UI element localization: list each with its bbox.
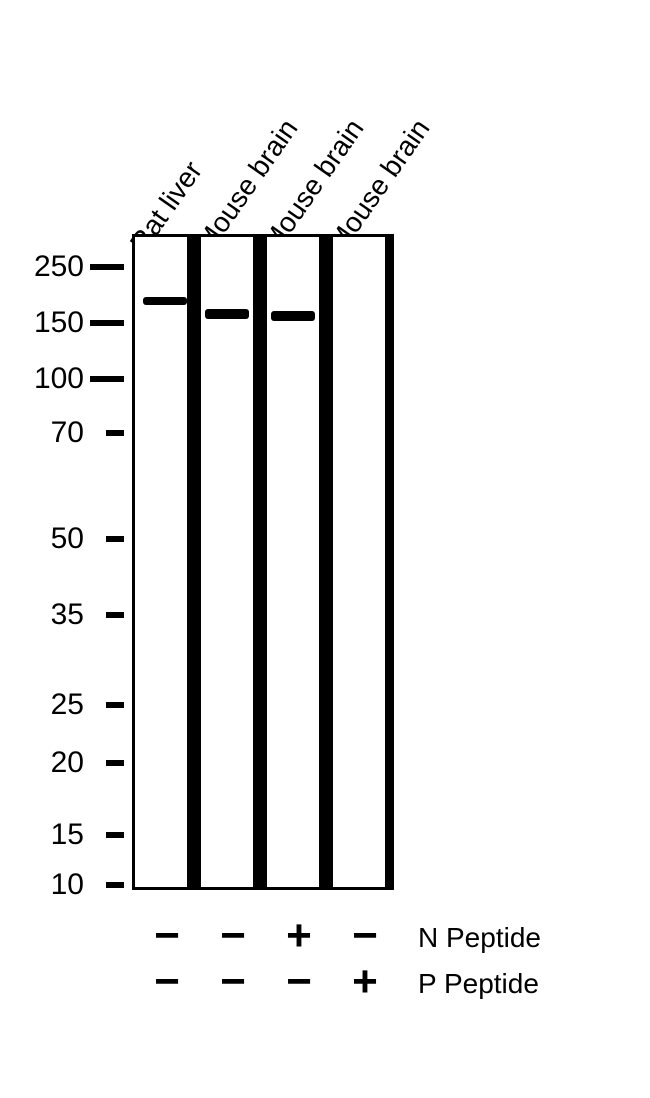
mw-tick xyxy=(90,264,124,270)
mw-tick xyxy=(106,702,124,708)
band-lane3 xyxy=(271,311,315,321)
lane-divider xyxy=(253,237,267,887)
mw-label-15: 15 xyxy=(24,818,84,852)
pep-p-col2: − xyxy=(208,960,258,1004)
mw-tick xyxy=(90,376,124,382)
mw-label-25: 25 xyxy=(24,688,84,722)
mw-label-250: 250 xyxy=(24,250,84,284)
pep-row-label-n: N Peptide xyxy=(418,922,541,954)
mw-tick xyxy=(106,612,124,618)
band-lane2 xyxy=(205,309,249,319)
western-blot-figure: 250 150 100 70 50 35 25 20 15 10 Rat liv… xyxy=(0,0,650,1098)
lane-divider xyxy=(319,237,333,887)
mw-tick xyxy=(106,882,124,888)
mw-label-10: 10 xyxy=(24,868,84,902)
pep-p-col1: − xyxy=(142,960,192,1004)
mw-label-100: 100 xyxy=(24,362,84,396)
pep-n-col1: − xyxy=(142,914,192,958)
pep-row-label-p: P Peptide xyxy=(418,968,539,1000)
mw-tick xyxy=(106,430,124,436)
pep-n-col2: − xyxy=(208,914,258,958)
mw-tick xyxy=(106,832,124,838)
lane-divider xyxy=(385,237,394,887)
mw-label-35: 35 xyxy=(24,598,84,632)
mw-tick xyxy=(106,536,124,542)
mw-label-50: 50 xyxy=(24,522,84,556)
blot-frame xyxy=(132,234,394,890)
mw-tick xyxy=(90,320,124,326)
mw-tick xyxy=(106,760,124,766)
mw-label-20: 20 xyxy=(24,746,84,780)
pep-p-col4: + xyxy=(340,960,390,1004)
pep-n-col4: − xyxy=(340,914,390,958)
mw-label-150: 150 xyxy=(24,306,84,340)
band-lane1 xyxy=(143,297,187,305)
lane-divider xyxy=(187,237,201,887)
pep-n-col3: + xyxy=(274,914,324,958)
pep-p-col3: − xyxy=(274,960,324,1004)
mw-label-70: 70 xyxy=(24,416,84,450)
